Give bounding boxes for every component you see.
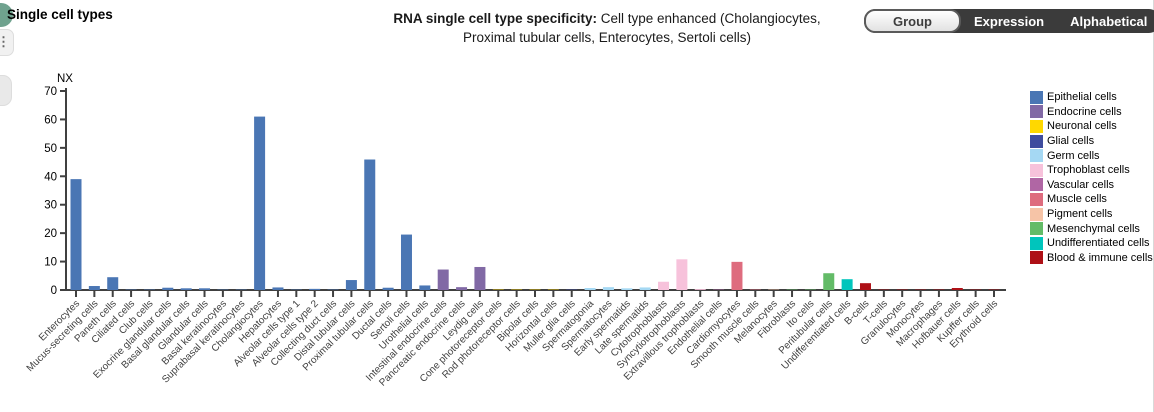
bar[interactable] (841, 279, 853, 290)
legend-item: Undifferentiated cells (1030, 236, 1153, 251)
bar[interactable] (400, 234, 412, 290)
y-axis-title: NX (57, 73, 73, 85)
bar[interactable] (437, 269, 449, 290)
bar[interactable] (639, 287, 651, 290)
bar[interactable] (70, 179, 82, 290)
legend-item: Mesenchymal cells (1030, 221, 1153, 236)
bar[interactable] (951, 288, 963, 290)
legend-label: Germ cells (1047, 149, 1100, 162)
legend-item: Trophoblast cells (1030, 163, 1153, 178)
sort-group-button[interactable]: Group (864, 9, 961, 33)
bar[interactable] (602, 287, 614, 290)
bar[interactable] (345, 280, 357, 290)
y-axis-tick-label: 30 (44, 200, 57, 212)
bar[interactable] (180, 288, 192, 290)
legend-label: Undifferentiated cells (1047, 237, 1150, 250)
legend-label: Endocrine cells (1047, 105, 1122, 118)
legend-swatch (1030, 251, 1043, 265)
chart-title: RNA single cell type specificity: Cell t… (307, 9, 907, 47)
legend-label: Neuronal cells (1047, 120, 1117, 133)
legend-item: Pigment cells (1030, 207, 1153, 222)
sort-alphabetical-button[interactable]: Alphabetical (1057, 9, 1154, 33)
legend-item: Endocrine cells (1030, 105, 1153, 120)
sort-toggle-group: Group Expression Alphabetical (864, 9, 1154, 33)
legend-item: Glial cells (1030, 134, 1153, 149)
bar[interactable] (823, 273, 835, 290)
sort-expression-button[interactable]: Expression (961, 9, 1057, 33)
bar[interactable] (621, 288, 633, 290)
bar[interactable] (419, 285, 431, 290)
legend-swatch (1030, 163, 1043, 177)
bar[interactable] (658, 281, 670, 290)
y-axis-tick-label: 40 (44, 171, 57, 183)
legend-label: Pigment cells (1047, 208, 1113, 221)
cell-group-legend: Epithelial cells Endocrine cells Neuronal … (1030, 90, 1153, 265)
legend-item: Vascular cells (1030, 178, 1153, 193)
page-title: Single cell types (7, 7, 113, 22)
legend-swatch (1030, 149, 1043, 163)
chart-title-line2: Proximal tubular cells, Enterocytes, Ser… (462, 30, 752, 45)
bar[interactable] (364, 159, 376, 290)
y-axis-tick-label: 10 (44, 257, 57, 269)
legend-item: Germ cells (1030, 148, 1153, 163)
legend-label: Epithelial cells (1047, 91, 1117, 104)
bar[interactable] (272, 287, 284, 290)
bar[interactable] (474, 266, 486, 290)
legend-item: Epithelial cells (1030, 90, 1153, 105)
specificity-bar-chart: 010203040506070NXEnterocytesMucus-secret… (25, 73, 1006, 389)
legend-swatch (1030, 119, 1043, 133)
bar[interactable] (731, 261, 743, 290)
bar[interactable] (254, 116, 266, 290)
bar[interactable] (162, 287, 174, 290)
bar[interactable] (456, 287, 468, 290)
y-axis-tick-label: 50 (44, 143, 57, 155)
bar[interactable] (107, 277, 119, 290)
bar[interactable] (676, 259, 688, 290)
legend-swatch (1030, 192, 1043, 206)
legend-swatch (1030, 178, 1043, 192)
bar[interactable] (584, 288, 596, 290)
legend-label: Trophoblast cells (1047, 164, 1130, 177)
legend-swatch (1030, 134, 1043, 148)
bar[interactable] (88, 286, 100, 290)
y-axis-tick-label: 60 (44, 114, 57, 126)
legend-swatch (1030, 90, 1043, 104)
page-bubble-icon[interactable] (0, 3, 13, 27)
legend-swatch (1030, 222, 1043, 236)
legend-swatch (1030, 207, 1043, 221)
legend-label: Muscle cells (1047, 193, 1107, 206)
bar[interactable] (382, 287, 394, 290)
bar[interactable] (309, 288, 321, 290)
chart-title-bold: RNA single cell type specificity: (393, 11, 597, 26)
legend-item: Muscle cells (1030, 192, 1153, 207)
legend-label: Vascular cells (1047, 178, 1115, 191)
chart-title-rest: Cell type enhanced (Cholangiocytes, (596, 11, 821, 26)
legend-label: Blood & immune cells (1047, 251, 1153, 264)
legend-swatch (1030, 105, 1043, 119)
y-axis-tick-label: 0 (51, 285, 57, 297)
chart-title-line1: RNA single cell type specificity: Cell t… (307, 9, 907, 28)
legend-item: Neuronal cells (1030, 119, 1153, 134)
context-menu-button[interactable]: ⋮ (0, 29, 14, 56)
bar[interactable] (199, 288, 211, 290)
legend-item: Blood & immune cells (1030, 251, 1153, 266)
y-axis-tick-label: 20 (44, 228, 57, 240)
bar[interactable] (859, 283, 871, 290)
legend-label: Glial cells (1047, 135, 1095, 148)
bar[interactable] (694, 289, 706, 290)
legend-swatch (1030, 236, 1043, 250)
y-axis-tick-label: 70 (44, 86, 57, 98)
legend-label: Mesenchymal cells (1047, 222, 1140, 235)
